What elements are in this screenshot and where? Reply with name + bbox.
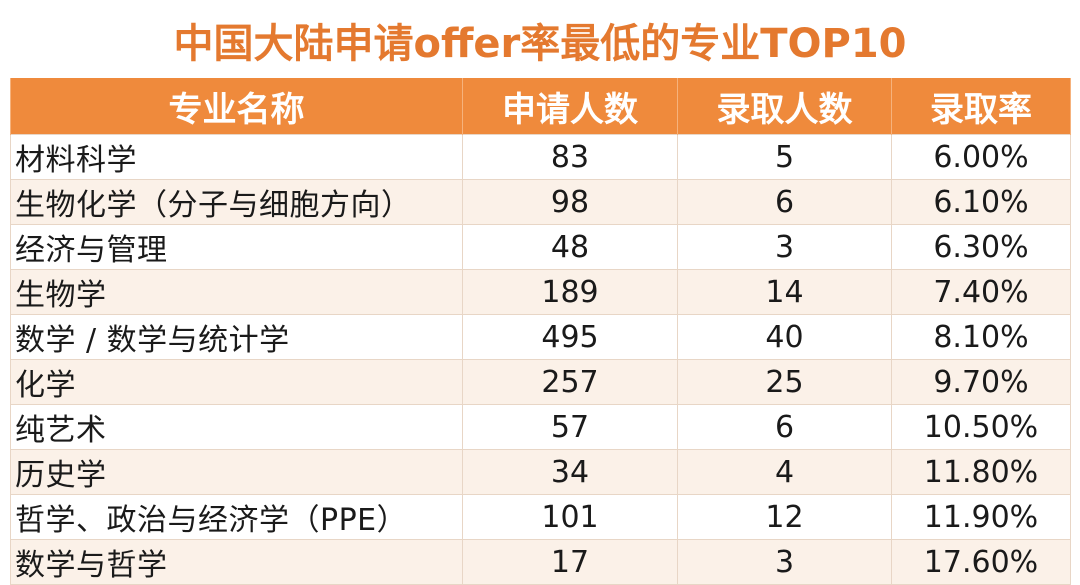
table-row: 数学 / 数学与统计学 495 40 8.10%: [10, 314, 1071, 360]
cell-applicants: 98: [462, 179, 678, 225]
column-header-applicants: 申请人数: [462, 78, 678, 135]
table-row: 生物学 189 14 7.40%: [10, 269, 1071, 315]
cell-applicants: 83: [462, 134, 678, 180]
table-body: 材料科学 83 5 6.00% 生物化学（分子与细胞方向） 98 6 6.10%…: [10, 134, 1071, 585]
table-row: 历史学 34 4 11.80%: [10, 449, 1071, 495]
cell-major: 数学 / 数学与统计学: [10, 314, 463, 360]
table-header: 专业名称 申请人数 录取人数 录取率: [10, 78, 1071, 135]
cell-major: 生物学: [10, 269, 463, 315]
table-row: 化学 257 25 9.70%: [10, 359, 1071, 405]
cell-major: 数学与哲学: [10, 539, 463, 585]
table-row: 纯艺术 57 6 10.50%: [10, 404, 1071, 450]
cell-admitted: 5: [677, 134, 892, 180]
table-row: 经济与管理 48 3 6.30%: [10, 224, 1071, 270]
cell-admitted: 25: [677, 359, 892, 405]
table-row: 生物化学（分子与细胞方向） 98 6 6.10%: [10, 179, 1071, 225]
cell-rate: 9.70%: [891, 359, 1071, 405]
cell-rate: 6.00%: [891, 134, 1071, 180]
cell-admitted: 6: [677, 179, 892, 225]
header-row: 专业名称 申请人数 录取人数 录取率: [10, 78, 1071, 135]
cell-admitted: 3: [677, 224, 892, 270]
cell-rate: 11.90%: [891, 494, 1071, 540]
cell-major: 化学: [10, 359, 463, 405]
cell-applicants: 189: [462, 269, 678, 315]
cell-applicants: 101: [462, 494, 678, 540]
cell-major: 生物化学（分子与细胞方向）: [10, 179, 463, 225]
cell-admitted: 4: [677, 449, 892, 495]
cell-major: 哲学、政治与经济学（PPE）: [10, 494, 463, 540]
cell-applicants: 495: [462, 314, 678, 360]
chart-title: 中国大陆申请offer率最低的专业TOP10: [173, 21, 907, 67]
cell-applicants: 17: [462, 539, 678, 585]
cell-applicants: 257: [462, 359, 678, 405]
cell-rate: 8.10%: [891, 314, 1071, 360]
table-row: 材料科学 83 5 6.00%: [10, 134, 1071, 180]
cell-applicants: 48: [462, 224, 678, 270]
cell-admitted: 14: [677, 269, 892, 315]
table-row: 哲学、政治与经济学（PPE） 101 12 11.90%: [10, 494, 1071, 540]
cell-admitted: 6: [677, 404, 892, 450]
cell-admitted: 12: [677, 494, 892, 540]
data-table: 专业名称 申请人数 录取人数 录取率 材料科学 83 5 6.00% 生物化学（…: [10, 78, 1071, 585]
cell-major: 材料科学: [10, 134, 463, 180]
cell-rate: 7.40%: [891, 269, 1071, 315]
column-header-rate: 录取率: [891, 78, 1071, 135]
cell-rate: 17.60%: [891, 539, 1071, 585]
cell-rate: 10.50%: [891, 404, 1071, 450]
cell-admitted: 40: [677, 314, 892, 360]
cell-major: 纯艺术: [10, 404, 463, 450]
cell-rate: 6.30%: [891, 224, 1071, 270]
column-header-major: 专业名称: [10, 78, 463, 135]
cell-major: 经济与管理: [10, 224, 463, 270]
cell-applicants: 57: [462, 404, 678, 450]
cell-major: 历史学: [10, 449, 463, 495]
cell-rate: 6.10%: [891, 179, 1071, 225]
cell-rate: 11.80%: [891, 449, 1071, 495]
table-row: 数学与哲学 17 3 17.60%: [10, 539, 1071, 585]
cell-admitted: 3: [677, 539, 892, 585]
cell-applicants: 34: [462, 449, 678, 495]
column-header-admitted: 录取人数: [677, 78, 892, 135]
